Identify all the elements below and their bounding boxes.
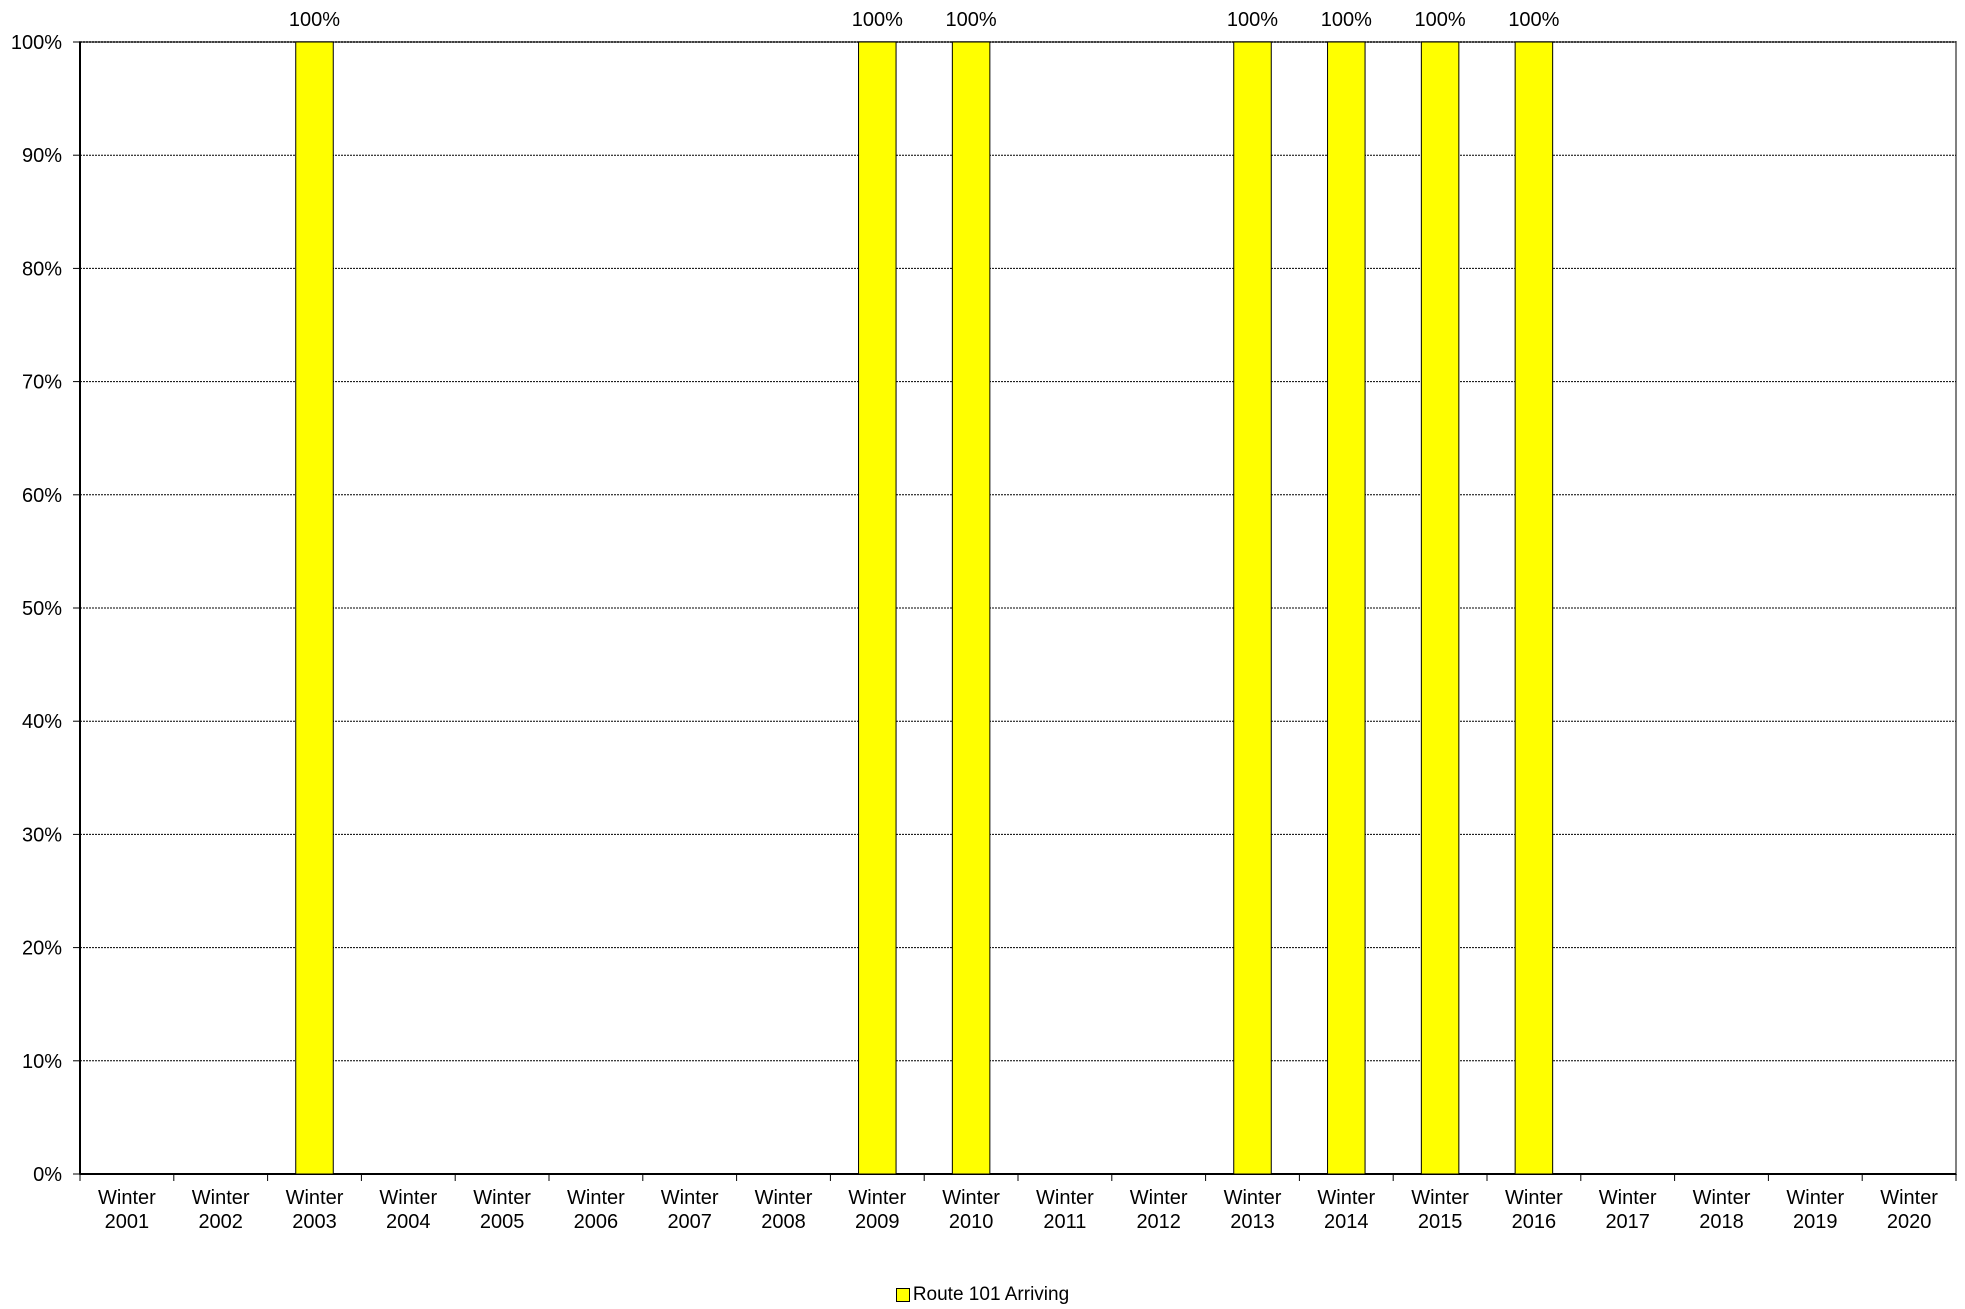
data-label: 100% [1321, 9, 1372, 31]
legend-swatch-route-101-arriving [895, 1287, 910, 1302]
legend: Route 101 Arriving [0, 1284, 1965, 1306]
x-tick-label: Winter 2013 [1224, 1187, 1282, 1233]
data-label: 100% [1508, 9, 1559, 31]
y-tick-label: 100% [11, 32, 62, 54]
bar [1514, 41, 1554, 1175]
data-label: 100% [289, 9, 340, 31]
y-tick-label: 30% [22, 824, 62, 846]
x-tick-label: Winter 2014 [1317, 1187, 1375, 1233]
x-tick-label: Winter 2007 [661, 1187, 719, 1233]
x-tick-label: Winter 2016 [1505, 1187, 1563, 1233]
data-label: 100% [1227, 9, 1278, 31]
x-tick-label: Winter 2015 [1411, 1187, 1469, 1233]
x-tick-label: Winter 2010 [942, 1187, 1000, 1233]
y-tick-label: 60% [22, 485, 62, 507]
x-tick-label: Winter 2003 [286, 1187, 344, 1233]
y-tick-label: 0% [33, 1164, 62, 1186]
x-tick-label: Winter 2019 [1786, 1187, 1844, 1233]
bar [1233, 41, 1272, 1175]
bar [295, 41, 334, 1175]
legend-label-route-101-arriving: Route 101 Arriving [912, 1284, 1070, 1305]
x-tick-label: Winter 2008 [755, 1187, 813, 1233]
bar [1420, 41, 1460, 1175]
y-tick-label: 40% [22, 711, 62, 733]
y-tick-label: 90% [22, 145, 62, 167]
bar [1327, 41, 1366, 1175]
x-tick-label: Winter 2001 [98, 1187, 156, 1233]
y-tick-label: 70% [22, 372, 62, 394]
x-tick-label: Winter 2020 [1880, 1187, 1938, 1233]
x-tick-label: Winter 2002 [192, 1187, 250, 1233]
y-tick-label: 80% [22, 258, 62, 280]
y-tick-label: 20% [22, 938, 62, 960]
y-tick-label: 50% [22, 598, 62, 620]
y-tick-label: 10% [22, 1051, 62, 1073]
x-tick-label: Winter 2012 [1130, 1187, 1188, 1233]
data-label: 100% [1415, 9, 1466, 31]
x-tick-label: Winter 2017 [1599, 1187, 1657, 1233]
x-tick-label: Winter 2006 [567, 1187, 625, 1233]
x-tick-label: Winter 2005 [473, 1187, 531, 1233]
x-tick-label: Winter 2018 [1693, 1187, 1751, 1233]
x-tick-label: Winter 2004 [379, 1187, 437, 1233]
data-label: 100% [852, 9, 903, 31]
data-label: 100% [946, 9, 997, 31]
x-tick-label: Winter 2011 [1036, 1187, 1094, 1233]
bar [951, 41, 991, 1175]
bar [858, 41, 897, 1175]
x-tick-label: Winter 2009 [848, 1187, 906, 1233]
